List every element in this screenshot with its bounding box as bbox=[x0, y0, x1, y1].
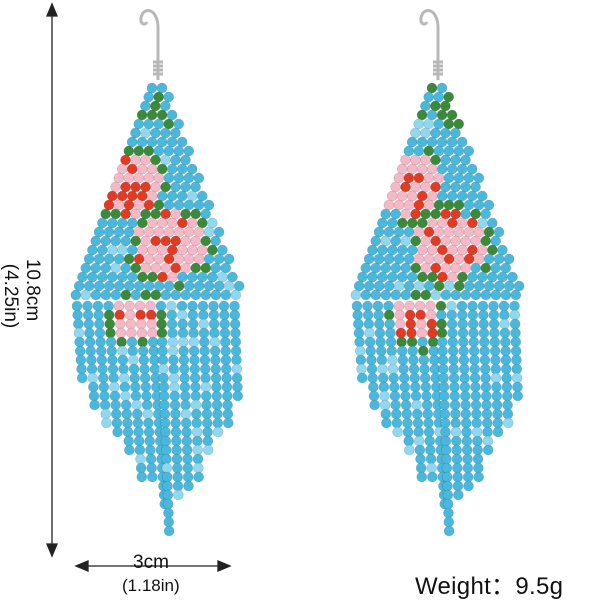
weight-label: Weight：9.5g bbox=[415, 566, 563, 600]
earring-hook bbox=[421, 11, 443, 80]
width-cm-label: 3cm bbox=[133, 552, 169, 574]
earring-left bbox=[55, 0, 255, 560]
width-arrow-left bbox=[76, 561, 88, 571]
beaded-body bbox=[351, 83, 524, 536]
height-in-label: (4.25in) bbox=[0, 264, 21, 328]
earring-right bbox=[335, 0, 535, 560]
beaded-body bbox=[71, 83, 244, 536]
earring-hook bbox=[141, 11, 163, 80]
height-cm-label: 10.8cm bbox=[21, 259, 43, 321]
width-in-label: (1.18in) bbox=[122, 576, 180, 596]
width-arrow-right bbox=[218, 561, 230, 571]
